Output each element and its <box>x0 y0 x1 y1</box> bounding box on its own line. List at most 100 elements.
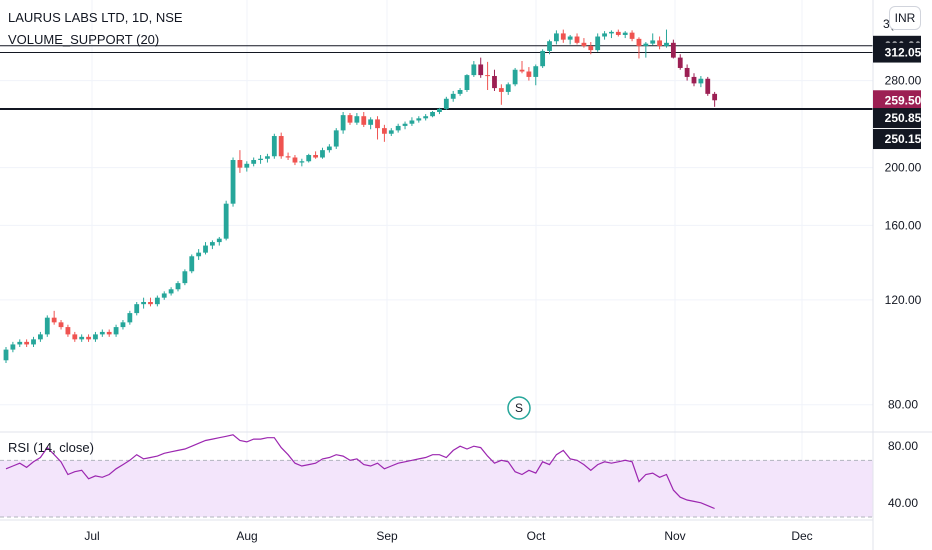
candle-body <box>664 42 669 47</box>
candle-body <box>3 349 9 361</box>
candle-body <box>437 108 442 112</box>
candle-body <box>505 84 511 92</box>
candle-body <box>691 76 697 84</box>
candle <box>375 116 380 140</box>
candle <box>120 319 126 330</box>
candle <box>457 88 463 96</box>
candle-body <box>485 75 490 77</box>
candle <box>86 334 91 342</box>
candle-body <box>299 161 305 163</box>
candle <box>581 38 587 48</box>
candle-body <box>622 32 628 35</box>
candle <box>677 54 683 70</box>
candle-body <box>581 42 587 47</box>
candle-body <box>457 89 463 94</box>
candle-body <box>237 160 243 168</box>
candle <box>505 82 511 95</box>
event-marker[interactable]: S <box>507 396 531 420</box>
candle <box>326 144 332 153</box>
candle <box>443 96 449 110</box>
candle <box>230 157 236 207</box>
candle <box>657 36 662 50</box>
symbol-title: LAURUS LABS LTD, 1D, NSE <box>8 10 183 25</box>
candle <box>554 30 559 45</box>
candle-body <box>650 40 656 44</box>
rsi-band <box>0 459 873 518</box>
candle <box>65 324 71 337</box>
candle-body <box>10 344 16 350</box>
price-tick-label: 160.00 <box>885 218 922 232</box>
candle <box>31 336 36 348</box>
candle <box>354 113 360 125</box>
candle-body <box>430 111 435 117</box>
candle-body <box>492 76 497 89</box>
candle <box>320 147 325 159</box>
candle-body <box>698 78 704 84</box>
candle <box>512 67 518 87</box>
candle <box>547 39 552 55</box>
candle-body <box>154 297 160 305</box>
price-tick-label: 120.00 <box>885 293 922 307</box>
candle-body <box>99 331 105 335</box>
candle <box>395 123 401 133</box>
candle-body <box>595 36 601 51</box>
candle <box>409 117 415 126</box>
month-tick-label: Sep <box>376 529 398 543</box>
candle-body <box>58 322 64 328</box>
candle-body <box>526 71 532 77</box>
candle <box>106 329 112 337</box>
candle <box>38 331 43 342</box>
candle-body <box>265 156 270 159</box>
candle <box>416 116 422 123</box>
candle-body <box>216 238 222 243</box>
candle <box>643 42 649 58</box>
candle <box>622 31 628 39</box>
candle <box>478 57 484 78</box>
candle <box>560 29 566 43</box>
candle <box>471 61 477 77</box>
candle <box>691 73 697 87</box>
candle <box>93 331 98 342</box>
candle-body <box>161 293 167 298</box>
candle <box>182 269 188 286</box>
candle <box>134 301 140 316</box>
candle <box>148 297 153 307</box>
candle <box>361 111 367 128</box>
level-tag-250-15: 250.15 <box>873 129 922 150</box>
candle-body <box>72 334 78 340</box>
candle-body <box>712 93 718 101</box>
currency-button[interactable]: INR <box>889 6 921 30</box>
candle-body <box>423 116 429 119</box>
candle <box>292 155 298 166</box>
candle-body <box>285 156 291 158</box>
candle <box>58 319 64 330</box>
price-tick-label-partial: 3( <box>883 17 894 31</box>
candle-body <box>450 93 456 99</box>
candle <box>113 324 119 337</box>
candle <box>347 113 353 125</box>
candle <box>24 339 30 348</box>
candle-body <box>670 42 676 58</box>
candle-body <box>636 38 642 47</box>
candle-body <box>120 322 126 328</box>
marker-label: S <box>515 401 523 415</box>
candle <box>299 158 305 167</box>
candle-body <box>203 245 208 253</box>
level-tag-250-85-bg <box>873 108 921 129</box>
candle-body <box>326 146 332 151</box>
candle-body <box>547 41 552 51</box>
candle-body <box>175 283 181 290</box>
candle <box>306 153 312 163</box>
candle <box>216 236 222 246</box>
candle-body <box>86 336 91 340</box>
candle <box>450 90 456 102</box>
candle-body <box>278 136 284 157</box>
candle <box>705 76 711 96</box>
candle-body <box>560 33 566 40</box>
candle-body <box>44 317 50 335</box>
candle <box>244 161 250 172</box>
candle <box>629 30 635 42</box>
